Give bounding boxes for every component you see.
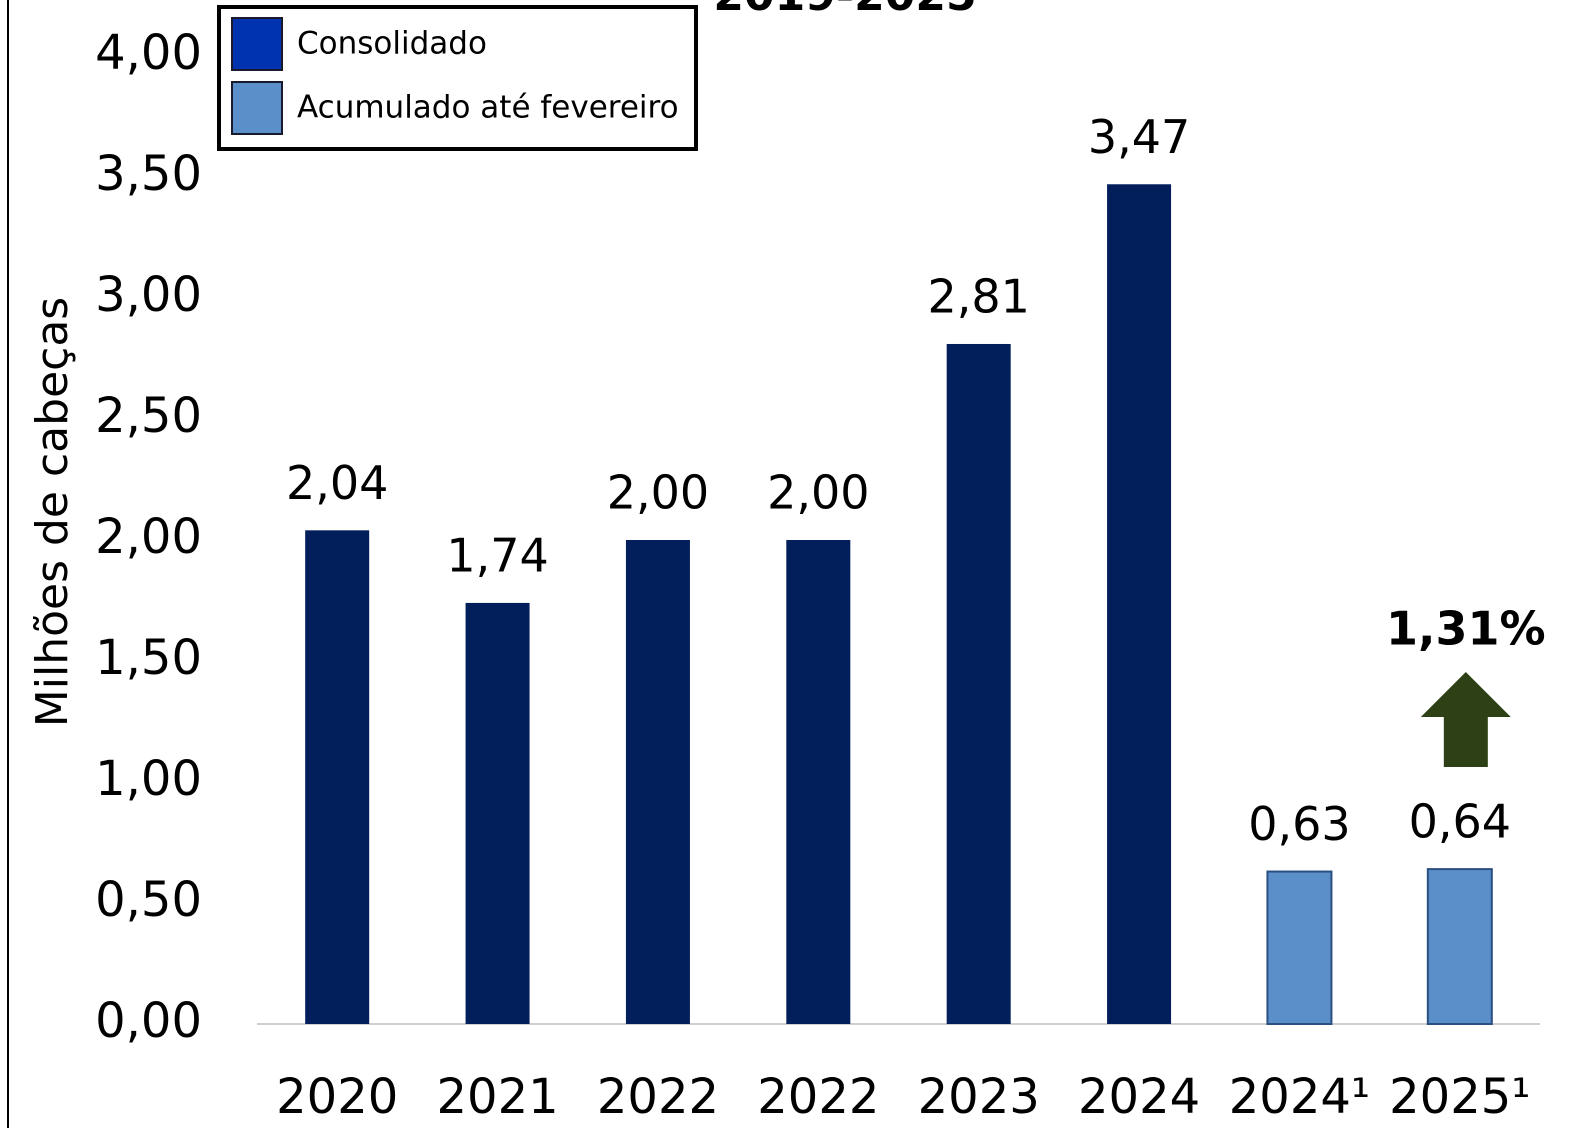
x-tick-label: 2025¹	[1389, 1069, 1530, 1125]
legend-swatch	[231, 81, 283, 135]
y-tick-label: 2,00	[95, 509, 202, 565]
bar	[1266, 870, 1333, 1025]
annotation-text: 1,31%	[1386, 602, 1546, 656]
y-tick-label: 1,00	[95, 751, 202, 807]
legend-label: Acumulado até fevereiro	[297, 90, 679, 126]
bar	[1107, 184, 1172, 1024]
legend-swatch	[231, 17, 283, 71]
y-tick-label: 2,50	[95, 388, 202, 444]
value-label: 0,63	[1248, 797, 1350, 851]
y-tick-label: 1,50	[95, 630, 202, 686]
bar	[786, 540, 851, 1024]
chart-title: 2019-2025	[713, 0, 976, 21]
value-label: 2,00	[767, 466, 869, 520]
y-tick-label: 4,00	[95, 25, 202, 81]
x-tick-label: 2022	[597, 1069, 719, 1125]
x-tick-label: 2020	[276, 1069, 398, 1125]
legend-label: Consolidado	[297, 26, 487, 62]
bar	[1426, 868, 1493, 1025]
y-axis-title: Milhões de cabeças	[27, 297, 78, 727]
value-label: 2,81	[927, 269, 1029, 323]
value-label: 2,00	[607, 466, 709, 520]
value-label: 0,64	[1409, 795, 1511, 849]
value-label: 3,47	[1088, 110, 1190, 164]
legend-box	[217, 5, 698, 151]
value-label: 1,74	[446, 528, 548, 582]
y-tick-label: 3,00	[95, 267, 202, 323]
bar	[465, 602, 530, 1024]
bar	[625, 540, 690, 1024]
bar	[305, 530, 370, 1024]
y-tick-label: 0,50	[95, 872, 202, 928]
y-tick-label: 3,50	[95, 146, 202, 202]
up-arrow	[1420, 672, 1511, 767]
x-tick-label: 2023	[918, 1069, 1040, 1125]
value-label: 2,04	[286, 456, 388, 510]
x-tick-label: 2021	[436, 1069, 558, 1125]
x-tick-label: 2024	[1078, 1069, 1200, 1125]
y-tick-label: 0,00	[95, 993, 202, 1049]
x-tick-label: 2022	[757, 1069, 879, 1125]
bar	[946, 343, 1011, 1025]
x-tick-label: 2024¹	[1229, 1069, 1370, 1125]
